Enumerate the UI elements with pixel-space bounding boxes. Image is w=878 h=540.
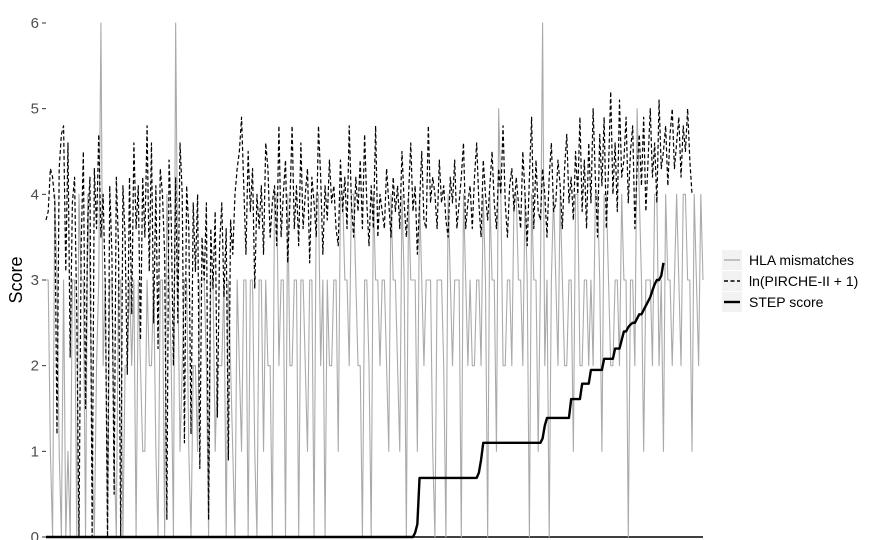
y-tick-label-5: 5 xyxy=(31,101,39,118)
y-tick-label-0: 0 xyxy=(31,529,39,540)
series-line-1 xyxy=(45,90,693,538)
series-layer xyxy=(45,22,704,539)
y-tick-label-6: 6 xyxy=(31,15,39,32)
y-tick-label-4: 4 xyxy=(31,186,39,203)
legend: HLA mismatches ln(PIRCHE-II + 1) STEP scor… xyxy=(722,250,858,312)
series-line-2 xyxy=(46,262,665,539)
legend-label-2: STEP score xyxy=(749,294,824,310)
series-line-0 xyxy=(46,22,704,538)
plot-area xyxy=(45,22,704,539)
y-axis-title: Score xyxy=(6,256,26,303)
y-tick-label-3: 3 xyxy=(31,272,39,289)
legend-label-1: ln(PIRCHE-II + 1) xyxy=(749,273,858,289)
legend-label-0: HLA mismatches xyxy=(749,252,854,268)
y-tick-label-1: 1 xyxy=(31,443,39,460)
y-axis: 0 1 2 3 4 5 6 xyxy=(31,15,46,540)
y-tick-label-2: 2 xyxy=(31,358,39,375)
